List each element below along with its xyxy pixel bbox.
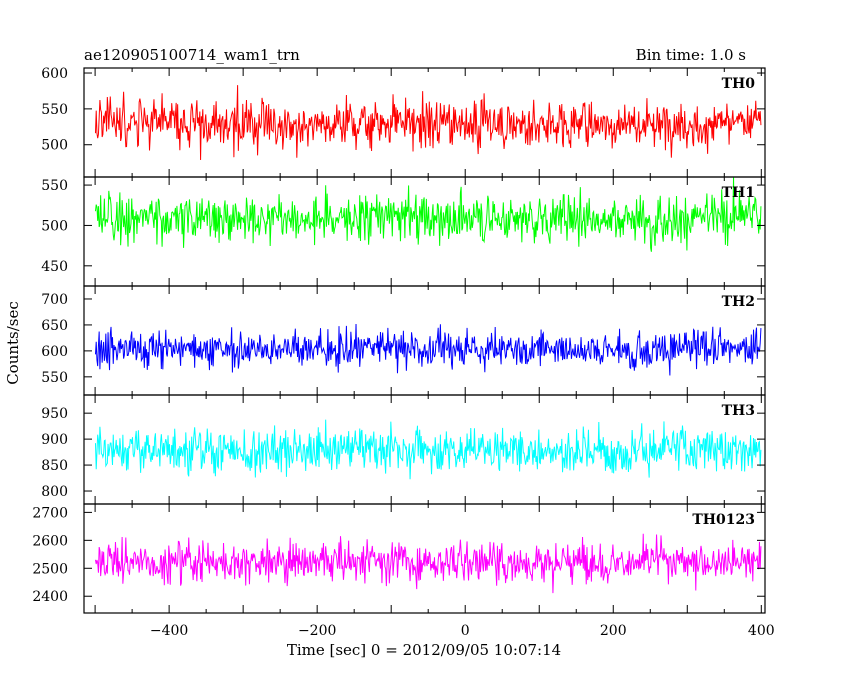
y-tick-label: 850	[41, 458, 68, 474]
y-tick-label: 550	[41, 370, 68, 386]
bin-time-label: Bin time: 1.0 s	[636, 46, 746, 64]
panel-label-th0123: TH0123	[692, 512, 755, 528]
panels-group: 500 550 600 TH0 450 500 550 TH1 550 600 650 700 TH2 8…	[32, 66, 766, 614]
y-axis-label: Counts/sec	[4, 301, 22, 385]
panel-th0: 500 550 600 TH0	[41, 66, 766, 178]
panel-label-th3: TH3	[722, 403, 755, 419]
series-th1	[94, 177, 762, 252]
y-tick-label: 650	[41, 318, 68, 334]
panel-th1: 450 500 550 TH1	[41, 176, 766, 287]
y-tick-label: 600	[41, 344, 68, 360]
y-tick-label: 2400	[32, 589, 68, 605]
x-tick-label: 400	[748, 623, 775, 639]
y-tick-label: 2700	[32, 505, 68, 521]
x-axis: −400 −200 0 200 400	[150, 623, 775, 639]
y-tick-label: 950	[41, 406, 68, 422]
series-th0123	[94, 533, 762, 594]
y-tick-label: 700	[41, 292, 68, 308]
panel-label-th2: TH2	[722, 294, 755, 310]
y-tick-label: 550	[41, 102, 68, 118]
x-tick-label: −200	[298, 623, 336, 639]
panel-label-th1: TH1	[722, 185, 755, 201]
x-tick-label: 0	[461, 623, 470, 639]
x-tick-label: 200	[600, 623, 627, 639]
panel-th3: 800 850 900 950 TH3	[41, 394, 766, 505]
y-tick-label: 2500	[32, 561, 68, 577]
series-th2	[94, 323, 762, 376]
x-tick-label: −400	[150, 623, 188, 639]
series-th3	[94, 419, 762, 480]
y-tick-label: 550	[41, 178, 68, 194]
panel-frame	[83, 503, 766, 614]
chart-title: ae120905100714_wam1_trn	[84, 46, 300, 64]
x-axis-label: Time [sec] 0 = 2012/09/05 10:07:14	[287, 641, 561, 659]
panel-th0123: 2400 2500 2600 2700 TH0123	[32, 503, 766, 614]
y-tick-label: 600	[41, 66, 68, 82]
y-tick-label: 500	[41, 138, 68, 154]
panel-th2: 550 600 650 700 TH2	[41, 285, 766, 396]
panel-label-th0: TH0	[722, 76, 756, 92]
y-tick-label: 500	[41, 218, 68, 234]
series-th0	[94, 85, 762, 160]
y-tick-label: 2600	[32, 533, 68, 549]
y-tick-label: 900	[41, 432, 68, 448]
y-tick-label: 800	[41, 484, 68, 500]
y-tick-label: 450	[41, 259, 68, 275]
